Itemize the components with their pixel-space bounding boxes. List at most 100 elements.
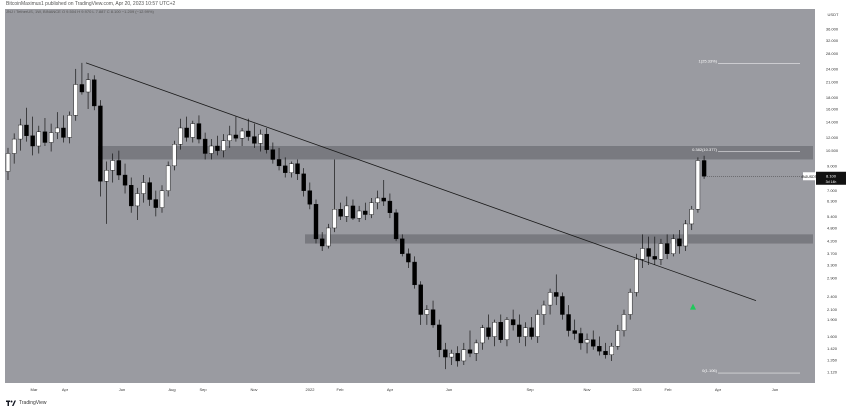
candle[interactable] bbox=[55, 112, 60, 140]
candle[interactable] bbox=[356, 205, 362, 222]
candle[interactable] bbox=[332, 159, 337, 233]
horizontal-zone-1[interactable] bbox=[98, 146, 813, 160]
candle[interactable] bbox=[326, 223, 331, 249]
candle[interactable] bbox=[701, 155, 707, 179]
candle[interactable] bbox=[122, 163, 128, 194]
candle[interactable] bbox=[67, 111, 72, 144]
candle[interactable] bbox=[443, 342, 448, 370]
candle[interactable] bbox=[627, 288, 633, 320]
candle[interactable] bbox=[591, 330, 596, 350]
candle[interactable] bbox=[560, 292, 565, 320]
candle[interactable] bbox=[621, 309, 627, 337]
candle[interactable] bbox=[338, 202, 343, 221]
candle[interactable] bbox=[276, 147, 282, 171]
candle[interactable] bbox=[307, 182, 313, 210]
candle[interactable] bbox=[350, 199, 356, 221]
candle[interactable] bbox=[85, 73, 91, 109]
candle[interactable] bbox=[634, 253, 639, 297]
candle[interactable] bbox=[541, 300, 547, 325]
candle[interactable] bbox=[344, 196, 349, 222]
candle[interactable] bbox=[480, 324, 485, 350]
candle[interactable] bbox=[258, 129, 263, 152]
candle[interactable] bbox=[418, 281, 423, 325]
candle[interactable] bbox=[430, 300, 436, 328]
candle[interactable] bbox=[184, 116, 189, 142]
candle[interactable] bbox=[289, 161, 294, 178]
candle[interactable] bbox=[172, 140, 177, 171]
candle[interactable] bbox=[658, 238, 664, 266]
candle[interactable] bbox=[597, 336, 602, 356]
candle[interactable] bbox=[455, 346, 460, 367]
candle[interactable] bbox=[406, 248, 411, 269]
candle[interactable] bbox=[92, 75, 97, 111]
candle[interactable] bbox=[381, 179, 386, 206]
candle[interactable] bbox=[467, 330, 473, 358]
candle[interactable] bbox=[147, 177, 152, 206]
candle[interactable] bbox=[677, 230, 682, 254]
candle[interactable] bbox=[375, 190, 380, 210]
candle[interactable] bbox=[461, 342, 467, 365]
candle[interactable] bbox=[252, 123, 257, 148]
candle[interactable] bbox=[603, 342, 608, 359]
candle[interactable] bbox=[572, 319, 577, 340]
candle[interactable] bbox=[270, 142, 276, 164]
candle[interactable] bbox=[233, 116, 239, 142]
candle[interactable] bbox=[104, 161, 109, 224]
candle[interactable] bbox=[11, 133, 17, 164]
candle[interactable] bbox=[695, 157, 701, 213]
candle[interactable] bbox=[584, 333, 590, 354]
candle[interactable] bbox=[264, 127, 269, 154]
candle[interactable] bbox=[646, 236, 651, 266]
y-axis-panel[interactable] bbox=[815, 9, 850, 383]
candle[interactable] bbox=[671, 234, 676, 257]
candle[interactable] bbox=[79, 62, 85, 95]
candle[interactable] bbox=[363, 202, 368, 221]
candle[interactable] bbox=[529, 316, 534, 340]
candle[interactable] bbox=[283, 157, 288, 178]
candle[interactable] bbox=[159, 185, 165, 213]
candle[interactable] bbox=[246, 118, 251, 141]
candle[interactable] bbox=[424, 305, 430, 325]
candle[interactable] bbox=[36, 125, 41, 154]
candle[interactable] bbox=[437, 319, 442, 358]
candle[interactable] bbox=[98, 100, 103, 197]
candle[interactable] bbox=[492, 319, 497, 347]
candle[interactable] bbox=[73, 68, 78, 121]
candle[interactable] bbox=[209, 139, 214, 160]
candle[interactable] bbox=[683, 220, 688, 252]
candle[interactable] bbox=[652, 236, 657, 266]
candle[interactable] bbox=[547, 288, 553, 315]
candle[interactable] bbox=[517, 314, 522, 343]
candle[interactable] bbox=[24, 107, 29, 142]
horizontal-zone-2[interactable] bbox=[305, 234, 813, 244]
candle[interactable] bbox=[498, 314, 503, 343]
candle[interactable] bbox=[30, 116, 35, 156]
candle[interactable] bbox=[689, 205, 694, 231]
candle[interactable] bbox=[202, 132, 208, 160]
candle[interactable] bbox=[5, 147, 11, 180]
candle[interactable] bbox=[473, 339, 479, 361]
candle[interactable] bbox=[578, 327, 584, 350]
candle[interactable] bbox=[128, 177, 134, 213]
candle[interactable] bbox=[215, 135, 220, 156]
candle[interactable] bbox=[239, 127, 245, 147]
candle[interactable] bbox=[449, 349, 454, 365]
candle[interactable] bbox=[535, 309, 540, 343]
candle[interactable] bbox=[313, 199, 319, 244]
candle[interactable] bbox=[640, 234, 645, 269]
candle[interactable] bbox=[116, 150, 122, 180]
x-axis-panel[interactable] bbox=[0, 383, 815, 397]
candle[interactable] bbox=[369, 198, 374, 219]
candle[interactable] bbox=[609, 342, 614, 361]
candle[interactable] bbox=[664, 234, 670, 260]
candle[interactable] bbox=[110, 153, 115, 183]
candle[interactable] bbox=[295, 159, 300, 180]
candle[interactable] bbox=[141, 175, 146, 203]
candle[interactable] bbox=[566, 305, 571, 337]
candle[interactable] bbox=[178, 118, 183, 150]
candle[interactable] bbox=[153, 190, 159, 217]
candle[interactable] bbox=[400, 234, 405, 257]
candle[interactable] bbox=[554, 274, 559, 306]
candle[interactable] bbox=[135, 187, 140, 221]
